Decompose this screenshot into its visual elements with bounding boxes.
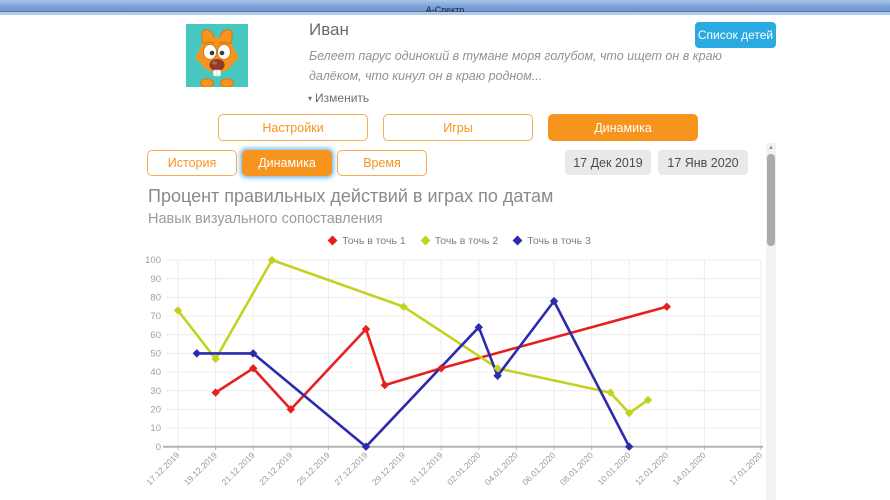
date-to-button[interactable]: 17 Янв 2020	[658, 150, 748, 175]
legend-marker-diamond	[420, 235, 431, 246]
scroll-up-icon[interactable]: ▲	[768, 145, 774, 151]
dynamics-chart: 17.12.2019 19.12.2019 21.12.2019 23.12.2019…	[144, 255, 764, 487]
chart-marker	[173, 306, 183, 315]
chart-marker	[493, 371, 502, 380]
chart-marker	[474, 323, 483, 332]
window-title: А-Спектр	[425, 5, 465, 15]
chart-marker	[211, 388, 220, 397]
legend-label: Точь в точь 2	[434, 235, 499, 247]
scrollbar-thumb[interactable]	[767, 154, 775, 246]
chart-marker	[267, 255, 277, 265]
chart-title: Процент правильных действий в играх по д…	[148, 186, 554, 206]
x-axis-label: 21.12.2019	[219, 450, 256, 487]
chart-marker	[249, 349, 258, 358]
chart-marker	[437, 364, 446, 373]
titlebar-strip	[0, 12, 890, 15]
tab-settings[interactable]: Настройки	[218, 114, 368, 141]
edit-profile-link[interactable]: ▾ Изменить	[308, 91, 369, 105]
date-from-button[interactable]: 17 Дек 2019	[565, 150, 651, 175]
y-axis-label: 20	[150, 405, 161, 416]
chart-marker	[662, 302, 671, 311]
avatar	[186, 24, 248, 87]
x-axis-label: 29.12.2019	[370, 450, 407, 487]
subtab-dynamics[interactable]: Динамика	[242, 150, 332, 176]
x-axis-label: 27.12.2019	[332, 450, 369, 487]
x-axis-label: 31.12.2019	[407, 450, 444, 487]
x-axis-label: 12.01.2020	[633, 450, 670, 487]
legend-item[interactable]: Точь в точь 1	[327, 235, 406, 247]
chart-marker	[625, 442, 634, 451]
chart-marker	[399, 302, 408, 311]
y-axis-label: 10	[150, 423, 161, 434]
x-axis-label: 06.01.2020	[520, 450, 557, 487]
tab-games[interactable]: Игры	[383, 114, 533, 141]
series-line	[196, 299, 631, 449]
y-axis-label: 0	[156, 442, 161, 453]
profile-description: Белеет парус одинокий в тумане моря голу…	[309, 49, 722, 84]
chart-marker	[361, 324, 371, 334]
subtab-history[interactable]: История	[147, 150, 237, 176]
chart-marker	[286, 405, 295, 414]
x-axis-label: 04.01.2020	[483, 450, 520, 487]
profile-name: Иван	[309, 20, 349, 39]
chart-marker	[192, 349, 201, 358]
y-axis-label: 70	[150, 311, 161, 322]
legend-marker-diamond	[512, 235, 523, 246]
chart-marker	[493, 364, 502, 373]
y-axis-label: 100	[145, 255, 161, 266]
squirrel-avatar-image	[186, 24, 248, 87]
legend-item[interactable]: Точь в точь 3	[512, 235, 591, 247]
subtab-time[interactable]: Время	[337, 150, 427, 176]
x-axis-label: 19.12.2019	[182, 450, 219, 487]
y-axis-label: 60	[150, 330, 161, 341]
chart-marker	[549, 296, 559, 306]
x-axis-label: 02.01.2020	[445, 450, 482, 487]
caret-down-icon: ▾	[308, 94, 313, 103]
legend-marker-diamond	[327, 235, 338, 246]
y-axis-label: 90	[150, 274, 161, 285]
chart-marker	[249, 364, 258, 373]
y-axis-label: 40	[150, 367, 161, 378]
y-axis-label: 30	[150, 386, 161, 397]
legend-label: Точь в точь 3	[527, 235, 591, 247]
edit-profile-label: Изменить	[315, 91, 370, 105]
window-titlebar: А-Спектр	[0, 0, 890, 15]
chart-legend: Точь в точь 1 Точь в точь 2 Точь в точь 3	[140, 235, 780, 247]
chart-marker	[606, 388, 615, 397]
x-axis-label: 17.12.2019	[144, 450, 181, 487]
tab-dynamics[interactable]: Динамика	[548, 114, 698, 141]
x-axis-label: 23.12.2019	[257, 450, 294, 487]
x-axis-label: 14.01.2020	[671, 450, 708, 487]
legend-label: Точь в точь 1	[342, 235, 406, 247]
scrollbar[interactable]	[766, 143, 776, 500]
y-axis-label: 50	[150, 349, 161, 360]
series-line	[176, 258, 649, 415]
children-list-button[interactable]: Список детей	[695, 22, 776, 48]
chart-marker	[361, 442, 371, 451]
x-axis-label: 17.01.2020	[727, 450, 764, 487]
chart-marker	[211, 354, 220, 364]
chart-subtitle: Навык визуального сопоставления	[148, 211, 383, 227]
x-axis-label: 08.01.2020	[558, 450, 595, 487]
chart-marker	[625, 408, 634, 418]
legend-item[interactable]: Точь в точь 2	[420, 235, 499, 247]
x-axis-label: 10.01.2020	[595, 450, 632, 487]
y-axis-label: 80	[150, 293, 161, 304]
chart-marker	[643, 395, 653, 405]
x-axis-label: 25.12.2019	[295, 450, 332, 487]
chart-marker	[380, 380, 389, 390]
